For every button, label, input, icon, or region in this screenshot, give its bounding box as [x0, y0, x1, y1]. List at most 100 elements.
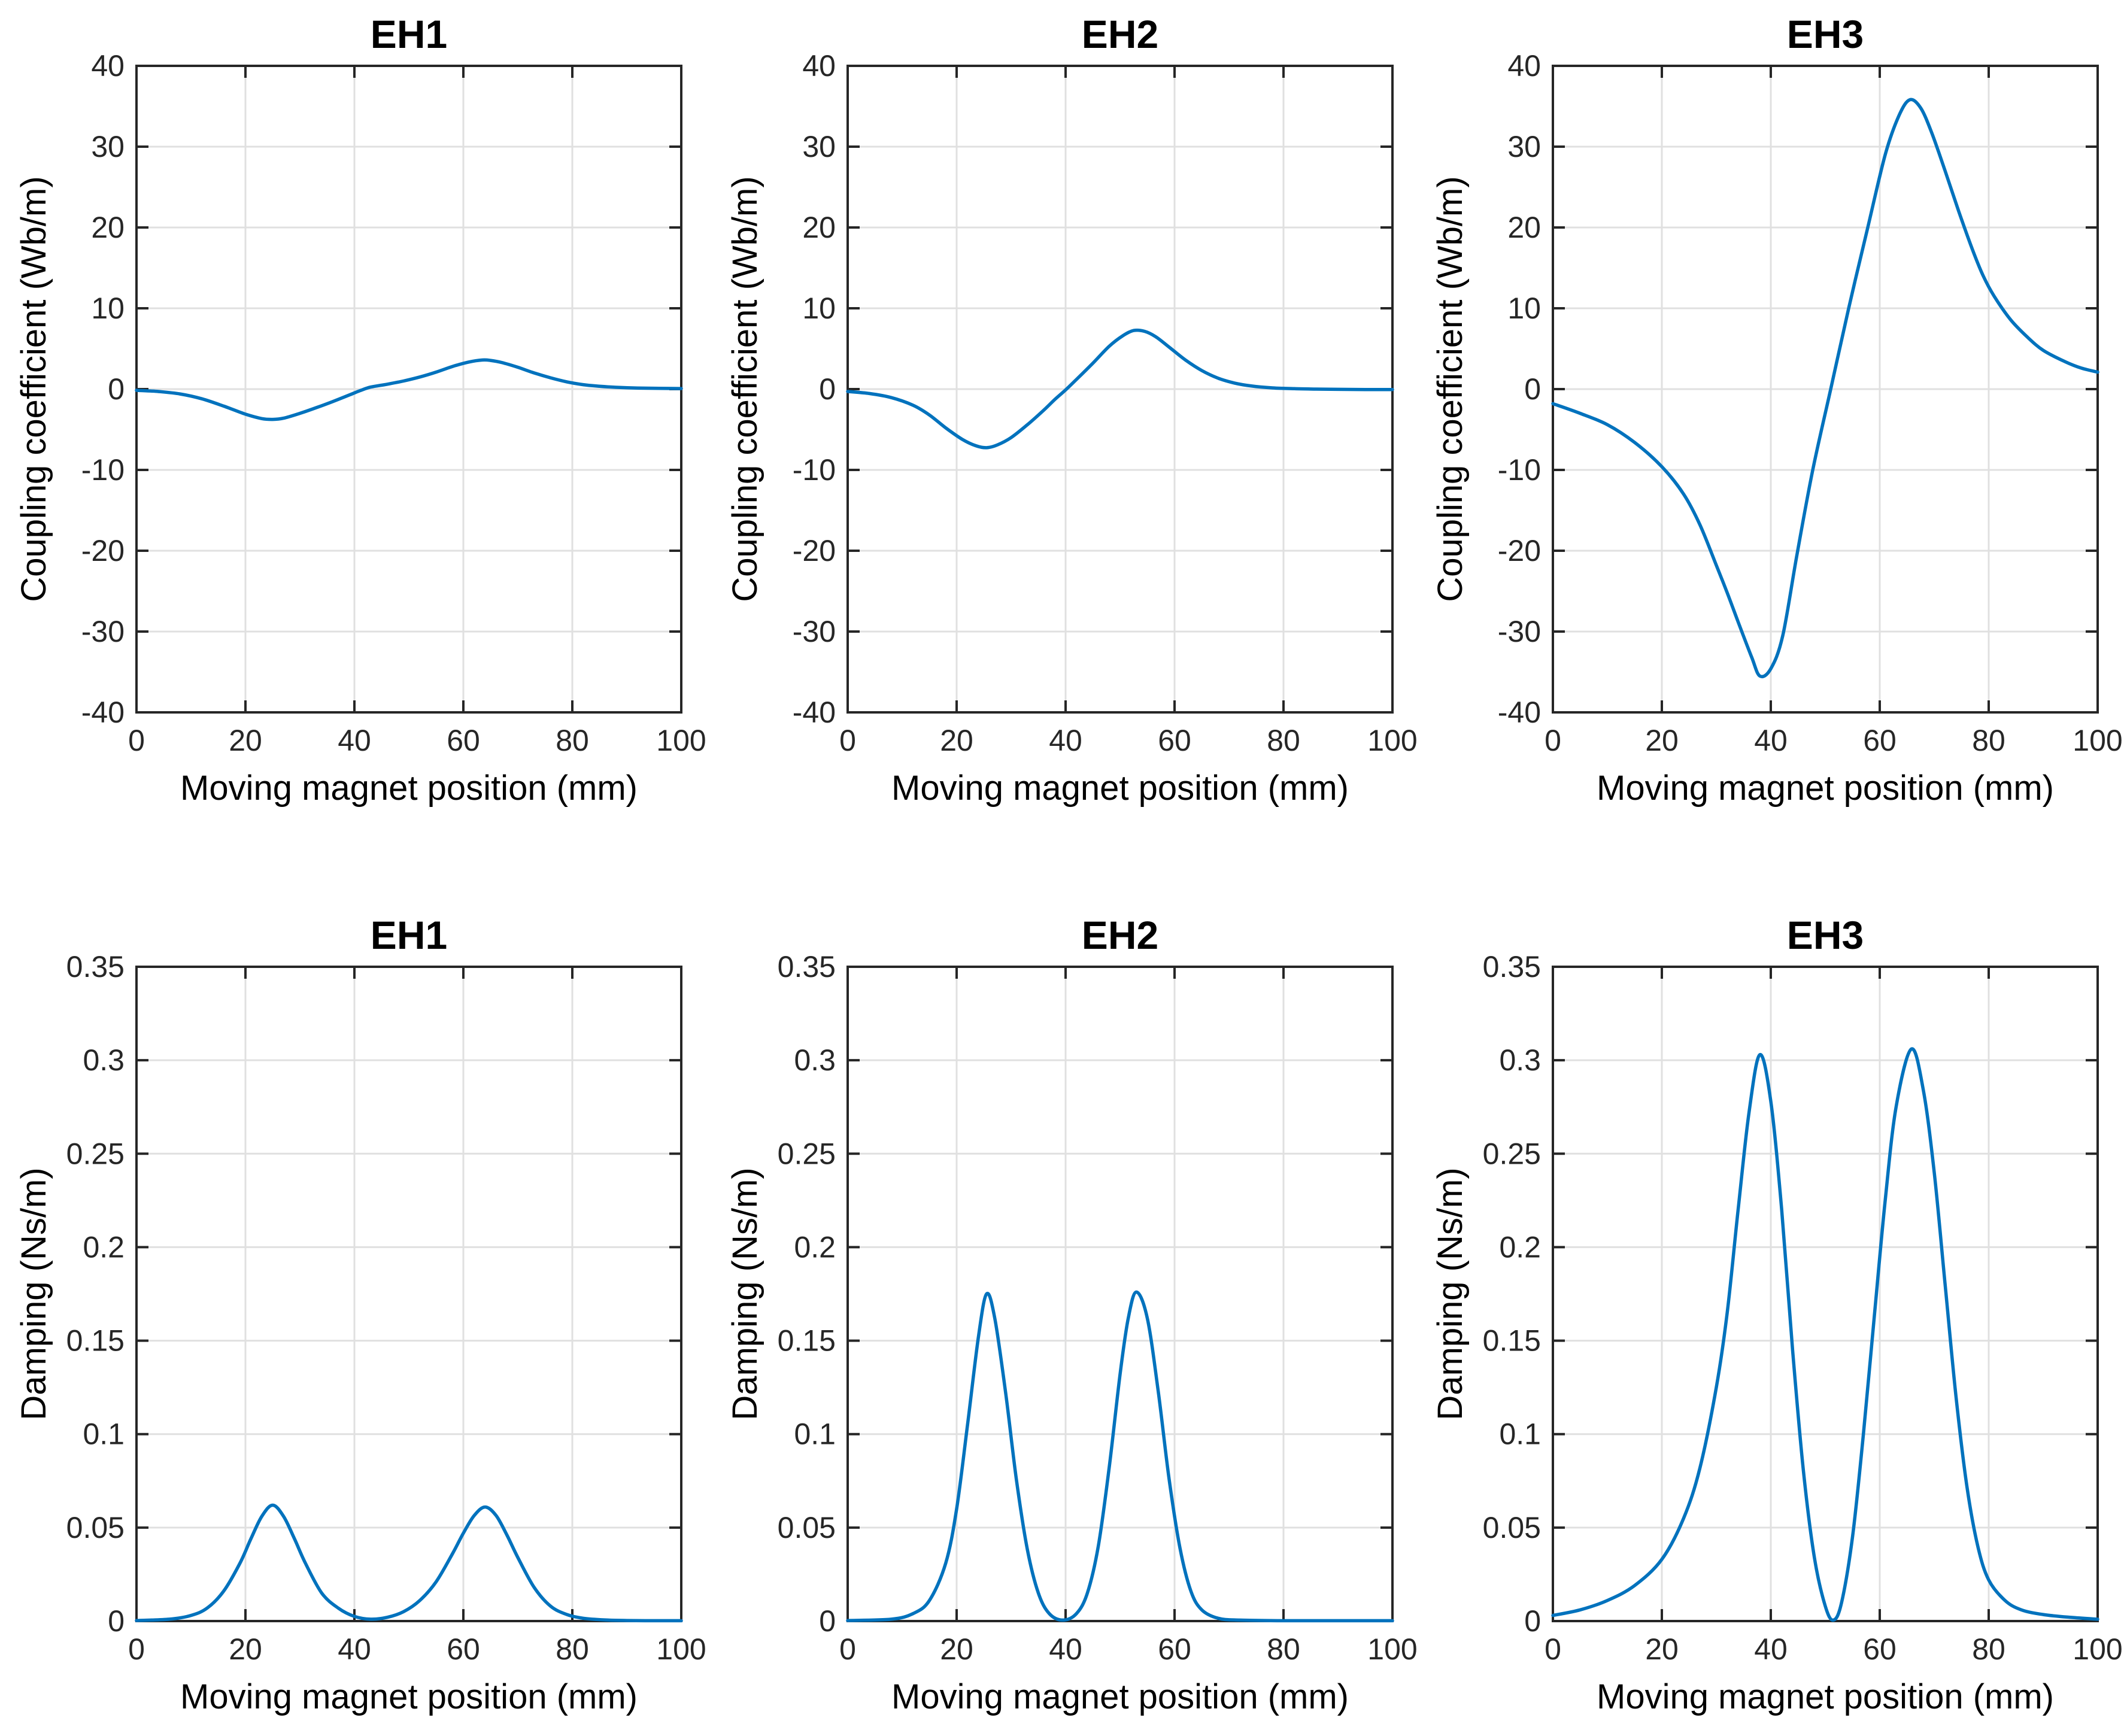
y-tick-label: 0.05 — [778, 1511, 836, 1544]
y-tick-label: 30 — [802, 130, 836, 163]
series-line — [1551, 1047, 2099, 1622]
y-tick-label: -40 — [793, 696, 836, 729]
y-tick-label: 0.25 — [1483, 1137, 1541, 1170]
y-tick-label: -20 — [81, 534, 125, 567]
plot-title: EH1 — [371, 913, 447, 957]
y-tick-label: -10 — [793, 453, 836, 487]
x-tick-label: 100 — [2073, 1632, 2122, 1666]
x-tick-label: 80 — [1267, 1632, 1300, 1666]
subplot-eh3-damping: EH3 Moving magnet position (mm) Damping (N… — [1431, 913, 2123, 1716]
y-tick-label: 0.1 — [794, 1418, 836, 1451]
y-tick-label: 0.25 — [66, 1137, 125, 1170]
y-tick-label: 0.35 — [66, 950, 125, 984]
y-tick-label: -40 — [1498, 696, 1541, 729]
y-tick-label: 0.15 — [778, 1324, 836, 1358]
axis-title-y: Damping (Ns/m) — [726, 1167, 764, 1420]
x-tick-label: 0 — [839, 724, 856, 757]
x-tick-label: 100 — [1367, 1632, 1417, 1666]
y-tick-label: 0.05 — [1483, 1511, 1541, 1544]
series-line — [1551, 98, 2099, 679]
y-tick-label: 0.1 — [1499, 1418, 1541, 1451]
plot-title: EH3 — [1787, 12, 1864, 56]
x-tick-label: 80 — [556, 724, 589, 757]
y-tick-label: 20 — [91, 211, 125, 244]
axis-title-x: Moving magnet position (mm) — [891, 1677, 1349, 1716]
subplot-eh2-damping: EH2 Moving magnet position (mm) Damping (N… — [726, 913, 1418, 1716]
y-tick-label: 0 — [108, 372, 125, 406]
y-tick-label: 0 — [819, 372, 836, 406]
axis-title-y: Coupling coefficient (Wb/m) — [1431, 176, 1470, 602]
y-tick-label: 0.2 — [1499, 1230, 1541, 1264]
series-line — [846, 328, 1394, 450]
y-tick-label: -10 — [1498, 453, 1541, 487]
x-tick-label: 60 — [1158, 724, 1191, 757]
x-tick-label: 80 — [1972, 724, 2005, 757]
plot-title: EH2 — [1082, 12, 1158, 56]
x-tick-label: 20 — [1645, 724, 1679, 757]
y-tick-label: -20 — [1498, 534, 1541, 567]
y-tick-label: 0.1 — [83, 1418, 125, 1451]
y-tick-label: 0.35 — [1483, 950, 1541, 984]
y-tick-label: 0 — [1524, 1604, 1541, 1638]
x-tick-label: 40 — [1754, 1632, 1788, 1666]
x-tick-label: 20 — [940, 1632, 973, 1666]
x-tick-label: 100 — [1367, 724, 1417, 757]
plot-border — [1552, 966, 2099, 1622]
y-tick-label: 0.15 — [66, 1324, 125, 1358]
series-line — [135, 358, 683, 421]
y-tick-label: 0.05 — [66, 1511, 125, 1544]
x-tick-label: 80 — [556, 1632, 589, 1666]
x-tick-label: 0 — [1545, 1632, 1561, 1666]
x-tick-label: 60 — [1863, 724, 1897, 757]
axis-title-x: Moving magnet position (mm) — [180, 1677, 638, 1716]
axis-title-y: Damping (Ns/m) — [1431, 1167, 1470, 1420]
plot-border — [135, 966, 682, 1622]
plot-title: EH3 — [1787, 913, 1864, 957]
y-tick-label: -20 — [793, 534, 836, 567]
axis-title-y: Coupling coefficient (Wb/m) — [14, 176, 53, 602]
y-tick-label: 0.3 — [1499, 1043, 1541, 1077]
series-line — [135, 1503, 683, 1623]
x-tick-label: 40 — [1754, 724, 1788, 757]
y-tick-label: 30 — [1507, 130, 1541, 163]
axis-title-x: Moving magnet position (mm) — [180, 769, 638, 808]
y-tick-label: 10 — [1507, 292, 1541, 325]
y-tick-label: 20 — [1507, 211, 1541, 244]
x-tick-label: 60 — [447, 1632, 480, 1666]
subplot-eh3-coupling: EH3 Moving magnet position (mm) Coupling c… — [1431, 12, 2123, 808]
x-tick-label: 80 — [1972, 1632, 2005, 1666]
subplot-eh1-damping: EH1 Moving magnet position (mm) Damping (N… — [14, 913, 706, 1716]
x-tick-label: 20 — [229, 1632, 262, 1666]
y-tick-label: -40 — [81, 696, 125, 729]
plot-border — [846, 966, 1394, 1622]
y-tick-label: 30 — [91, 130, 125, 163]
y-tick-label: 40 — [91, 49, 125, 83]
x-tick-label: 0 — [1545, 724, 1561, 757]
axis-title-y: Damping (Ns/m) — [14, 1167, 53, 1420]
plot-title: EH1 — [371, 12, 447, 56]
y-tick-label: 10 — [91, 292, 125, 325]
axis-title-x: Moving magnet position (mm) — [1597, 1677, 2054, 1716]
y-tick-label: 0.25 — [778, 1137, 836, 1170]
x-tick-label: 0 — [839, 1632, 856, 1666]
y-tick-label: 40 — [802, 49, 836, 83]
x-tick-label: 60 — [447, 724, 480, 757]
x-tick-label: 100 — [656, 1632, 706, 1666]
x-tick-label: 40 — [338, 1632, 371, 1666]
y-tick-label: 0 — [108, 1604, 125, 1638]
y-tick-label: -10 — [81, 453, 125, 487]
y-tick-label: -30 — [793, 615, 836, 648]
y-tick-label: 0.2 — [794, 1230, 836, 1264]
y-tick-label: 0 — [1524, 372, 1541, 406]
y-tick-label: 0.3 — [794, 1043, 836, 1077]
y-tick-label: -30 — [81, 615, 125, 648]
x-tick-label: 40 — [338, 724, 371, 757]
x-tick-label: 40 — [1049, 1632, 1082, 1666]
x-tick-label: 60 — [1863, 1632, 1897, 1666]
x-tick-label: 20 — [940, 724, 973, 757]
y-tick-label: 0.15 — [1483, 1324, 1541, 1358]
x-tick-label: 80 — [1267, 724, 1300, 757]
plot-title: EH2 — [1082, 913, 1158, 957]
